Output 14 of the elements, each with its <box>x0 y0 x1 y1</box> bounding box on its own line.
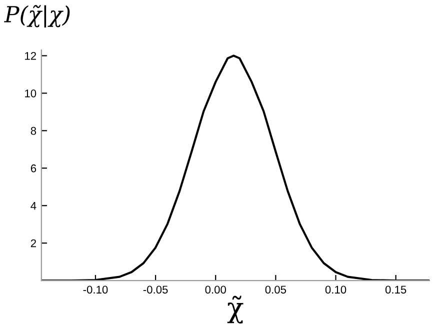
x-tick-label: 0.15 <box>385 286 406 294</box>
x-axis-title: χ̃ <box>227 296 244 324</box>
y-axis-title: P(χ̃|χ) <box>4 5 70 28</box>
y-tick-label: 4 <box>30 202 36 210</box>
y-tick-label: 6 <box>30 164 36 172</box>
y-tick-label: 10 <box>25 89 36 98</box>
x-tick-label: 0.00 <box>205 286 226 294</box>
y-tick-label: 2 <box>30 239 36 248</box>
x-tick-label: 0.05 <box>265 286 286 294</box>
y-tick-label: 12 <box>25 52 36 60</box>
x-tick-label: -0.05 <box>143 286 168 294</box>
x-tick-label: -0.10 <box>83 286 108 294</box>
x-tick-label: 0.10 <box>325 286 346 294</box>
y-tick-label: 8 <box>30 126 36 135</box>
